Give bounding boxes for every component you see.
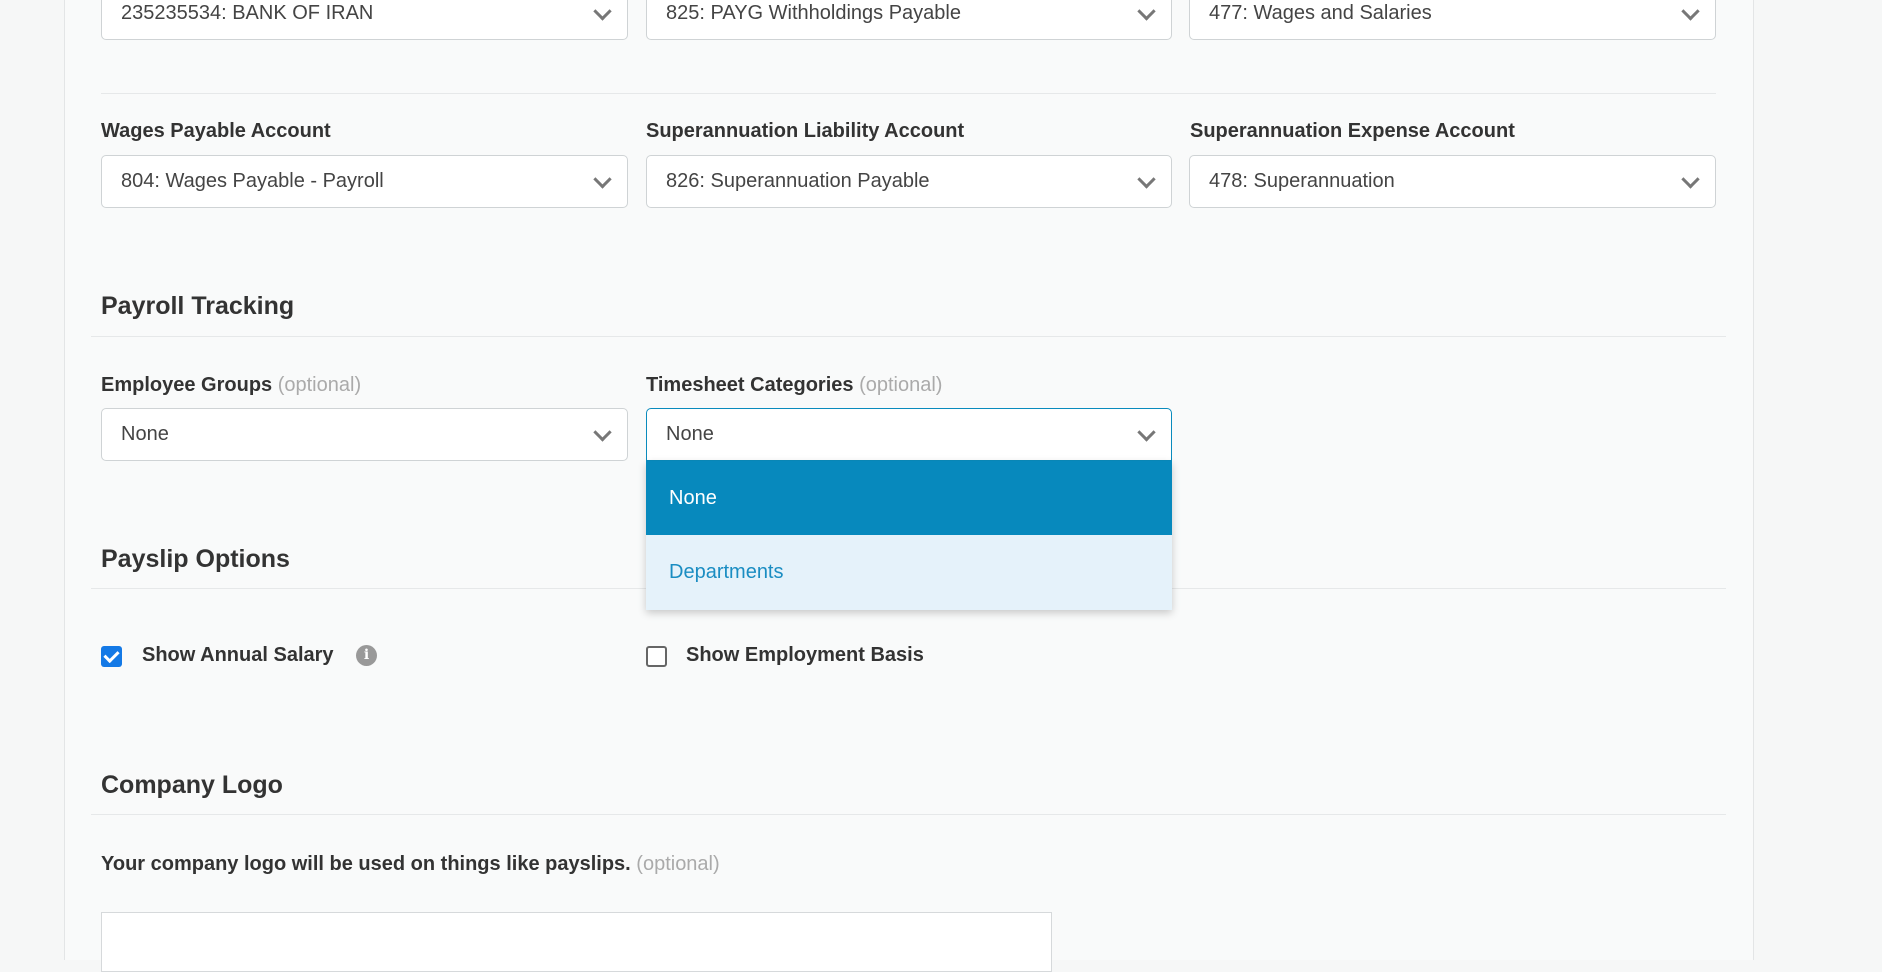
super-liability-label: Superannuation Liability Account (646, 120, 965, 142)
logo-upload-area[interactable] (101, 912, 1052, 972)
show-employment-basis-checkbox[interactable] (646, 646, 667, 667)
timesheet-categories-label: Timesheet Categories (optional) (646, 374, 942, 397)
label-text: Employee Groups (101, 374, 273, 396)
wages-expense-select[interactable]: 477: Wages and Salaries (1189, 0, 1716, 40)
bank-account-select[interactable]: 235235534: BANK OF IRAN (101, 0, 628, 40)
show-employment-basis-label: Show Employment Basis (686, 644, 924, 666)
optional-hint: (optional) (277, 374, 362, 396)
super-liability-select[interactable]: 826: Superannuation Payable (646, 155, 1172, 208)
label-text: Timesheet Categories (646, 374, 854, 396)
wages-payable-label: Wages Payable Account (101, 120, 331, 142)
timesheet-categories-select[interactable]: None (646, 408, 1172, 461)
chevron-down-icon (1137, 169, 1156, 189)
employee-groups-select[interactable]: None (101, 408, 628, 461)
divider (101, 93, 1716, 94)
show-annual-salary-label: Show Annual Salary (142, 644, 334, 666)
select-value: 804: Wages Payable - Payroll (121, 170, 384, 192)
chevron-down-icon (593, 422, 612, 442)
divider (91, 336, 1726, 337)
divider (91, 814, 1726, 815)
employee-groups-label: Employee Groups (optional) (101, 374, 361, 397)
company-logo-description: Your company logo will be used on things… (101, 853, 720, 876)
chevron-down-icon (593, 1, 612, 21)
description-text: Your company logo will be used on things… (101, 853, 631, 875)
timesheet-categories-dropdown: None Departments (646, 461, 1172, 610)
super-expense-label: Superannuation Expense Account (1190, 120, 1515, 142)
chevron-down-icon (1137, 422, 1156, 442)
payg-liability-select[interactable]: 825: PAYG Withholdings Payable (646, 0, 1172, 40)
select-value: None (121, 423, 169, 445)
chevron-down-icon (593, 169, 612, 189)
show-annual-salary-checkbox[interactable] (101, 646, 122, 667)
select-value: 478: Superannuation (1209, 170, 1395, 192)
payslip-options-heading: Payslip Options (101, 545, 290, 573)
select-value: None (666, 423, 714, 445)
optional-hint: (optional) (636, 853, 720, 875)
chevron-down-icon (1681, 1, 1700, 21)
dropdown-option-none[interactable]: None (646, 461, 1172, 535)
payroll-tracking-heading: Payroll Tracking (101, 292, 295, 320)
optional-hint: (optional) (859, 374, 943, 396)
dropdown-option-departments[interactable]: Departments (646, 535, 1172, 610)
company-logo-heading: Company Logo (101, 771, 283, 799)
chevron-down-icon (1681, 169, 1700, 189)
chevron-down-icon (1137, 1, 1156, 21)
super-expense-select[interactable]: 478: Superannuation (1189, 155, 1716, 208)
select-value: 826: Superannuation Payable (666, 170, 930, 192)
wages-payable-select[interactable]: 804: Wages Payable - Payroll (101, 155, 628, 208)
select-value: 477: Wages and Salaries (1209, 2, 1432, 24)
select-value: 235235534: BANK OF IRAN (121, 2, 374, 24)
select-value: 825: PAYG Withholdings Payable (666, 2, 961, 24)
info-icon[interactable]: i (356, 645, 377, 666)
